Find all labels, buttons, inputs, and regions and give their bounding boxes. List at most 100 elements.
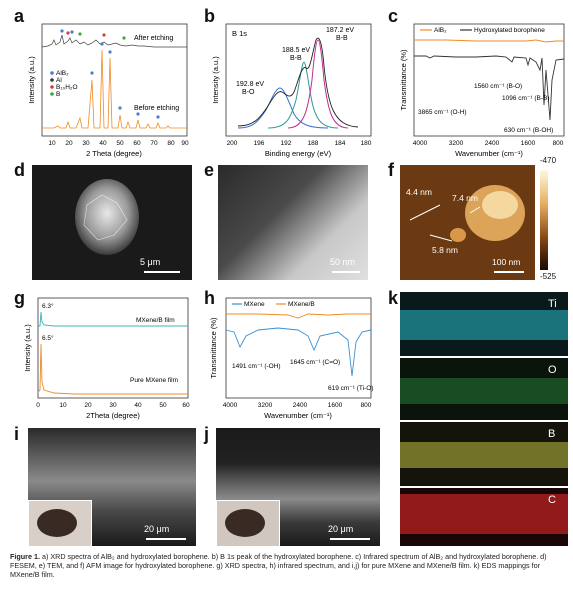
x-tick: 2400	[485, 140, 500, 147]
legend-mxene-b: MXene/B	[288, 301, 315, 308]
x-tick: 50	[159, 402, 167, 409]
scale-bar	[332, 271, 360, 273]
fesem-image: 5 μm	[32, 165, 192, 280]
peak-marker	[108, 50, 112, 54]
peak-marker	[100, 42, 104, 46]
scale-bar	[144, 271, 180, 273]
x-tick: 1600	[328, 402, 343, 409]
x-axis-label: 2 Theta (degree)	[86, 149, 142, 158]
caption-text: a) XRD spectra of AlB₂ and hydroxylated …	[10, 552, 547, 580]
ann-192-8: 192.8 eV	[236, 81, 264, 88]
x-tick: 4000	[223, 402, 238, 409]
x-axis-label: Wavenumber (cm⁻¹)	[264, 411, 332, 420]
eds-label-o: O	[548, 364, 557, 376]
xps-title: B 1s	[232, 29, 247, 38]
x-tick: 200	[227, 140, 238, 147]
panel-c-letter: c	[388, 6, 399, 26]
eds-label-c: C	[548, 494, 556, 506]
height-label-3: 5.8 nm	[432, 245, 458, 255]
ann-1645: 1645 cm⁻¹ (C=O)	[290, 359, 340, 366]
x-tick: 80	[167, 140, 175, 147]
peak-marker	[78, 32, 82, 36]
panel-f-letter: f	[388, 160, 394, 180]
panel-k-letter: k	[388, 288, 399, 308]
x-tick: 184	[335, 140, 346, 147]
peak-marker	[102, 33, 106, 37]
ann-bb2: B-B	[336, 35, 348, 42]
scale-bar-label: 100 nm	[492, 257, 521, 267]
peak-marker	[60, 29, 64, 33]
legend-hydroxylated-borophene: Hydroxylated borophene	[474, 27, 545, 34]
x-tick: 4000	[413, 140, 428, 147]
y-axis-label: Intensity (a.u.)	[211, 56, 220, 104]
eds-map-c: C	[400, 488, 568, 546]
x-tick: 10	[59, 402, 67, 409]
ftir-chart-c: AlB₂ Hydroxylated borophene 3865 cm⁻¹ (O…	[399, 23, 565, 158]
y-axis-label: Transmittance (%)	[209, 317, 218, 378]
scale-bar	[330, 538, 370, 540]
x-ticks: 10 20 30 40 50 60 70 80 90	[48, 140, 189, 147]
panel-d-letter: d	[14, 160, 25, 180]
x-axis-label: Wavenumber (cm⁻¹)	[455, 149, 523, 158]
height-label-1: 4.4 nm	[406, 187, 432, 197]
x-tick: 30	[109, 402, 117, 409]
sem-cross-section-mxene: 20 μm	[28, 428, 196, 546]
scale-bar-label: 20 μm	[144, 524, 170, 534]
caption-lead: Figure 1.	[10, 552, 40, 561]
y-axis-label: Intensity (a.u.)	[27, 56, 36, 104]
panel-a-letter: a	[14, 6, 25, 26]
x-tick: 180	[361, 140, 372, 147]
ftir-borophene-line	[414, 55, 565, 121]
label-after-etching: After etching	[134, 35, 173, 42]
ann-188-5: 188.5 eV	[282, 47, 310, 54]
mxene-b-line	[38, 311, 188, 327]
ann-3865: 3865 cm⁻¹ (O-H)	[418, 109, 467, 116]
height-label-2: 7.4 nm	[452, 193, 478, 203]
ann-bo: B-O	[242, 89, 255, 96]
legend-alb2: AlB₂	[56, 70, 69, 77]
label-mxene-b-film: MXene/B film	[136, 317, 175, 324]
figure-caption: Figure 1. a) XRD spectra of AlB₂ and hyd…	[10, 552, 566, 580]
eds-label-b: B	[548, 428, 556, 440]
y-axis-label: Transmittance (%)	[399, 49, 408, 110]
peak-label-2: 6.5°	[42, 334, 54, 342]
x-tick: 2400	[293, 402, 308, 409]
fit-bb2	[287, 39, 349, 129]
scale-bar	[146, 538, 186, 540]
colorbar-top: -470	[540, 156, 557, 165]
xps-chart: B 1s 192.8 eV B-O 188.5 eV B-B 187.2 eV …	[211, 23, 372, 158]
x-tick: 40	[99, 140, 107, 147]
x-tick: 60	[182, 402, 190, 409]
xrd-chart: AlB₂ Al B₁₀H₂O B After etching Before et…	[27, 23, 189, 158]
pure-mxene-line	[37, 343, 188, 395]
scale-bar-label: 20 μm	[328, 524, 354, 534]
scale-bar-label: 5 μm	[140, 257, 161, 267]
panel-h-letter: h	[204, 288, 215, 308]
ann-bb1: B-B	[290, 55, 302, 62]
fit-bb1	[267, 61, 339, 129]
y-axis-label: Intensity (a.u.)	[23, 324, 32, 372]
x-tick: 192	[281, 140, 292, 147]
ftir-mxene-line	[225, 327, 372, 377]
peak-marker	[156, 115, 160, 119]
ann-1560: 1560 cm⁻¹ (B-O)	[474, 83, 522, 90]
peak-label-1: 6.3°	[42, 302, 54, 310]
x-tick: 196	[254, 140, 265, 147]
colorbar-bottom: -525	[540, 272, 557, 281]
x-tick: 1600	[521, 140, 536, 147]
x-tick: 90	[181, 140, 189, 147]
ann-187-2: 187.2 eV	[326, 27, 354, 34]
eds-label-ti: Ti	[548, 298, 557, 310]
afm-image: 4.4 nm 7.4 nm 5.8 nm 100 nm	[400, 165, 535, 280]
x-axis-label: 2Theta (degree)	[86, 411, 140, 420]
afm-colorbar	[540, 170, 548, 270]
x-tick: 188	[308, 140, 319, 147]
film-photo-inset	[216, 500, 280, 546]
panel-b-letter: b	[204, 6, 215, 26]
peak-marker	[70, 30, 74, 34]
xrd-before-line	[42, 49, 187, 129]
x-tick: 40	[134, 402, 142, 409]
eds-map-b: B	[400, 422, 568, 486]
scale-bar	[494, 271, 524, 273]
x-tick: 30	[82, 140, 90, 147]
